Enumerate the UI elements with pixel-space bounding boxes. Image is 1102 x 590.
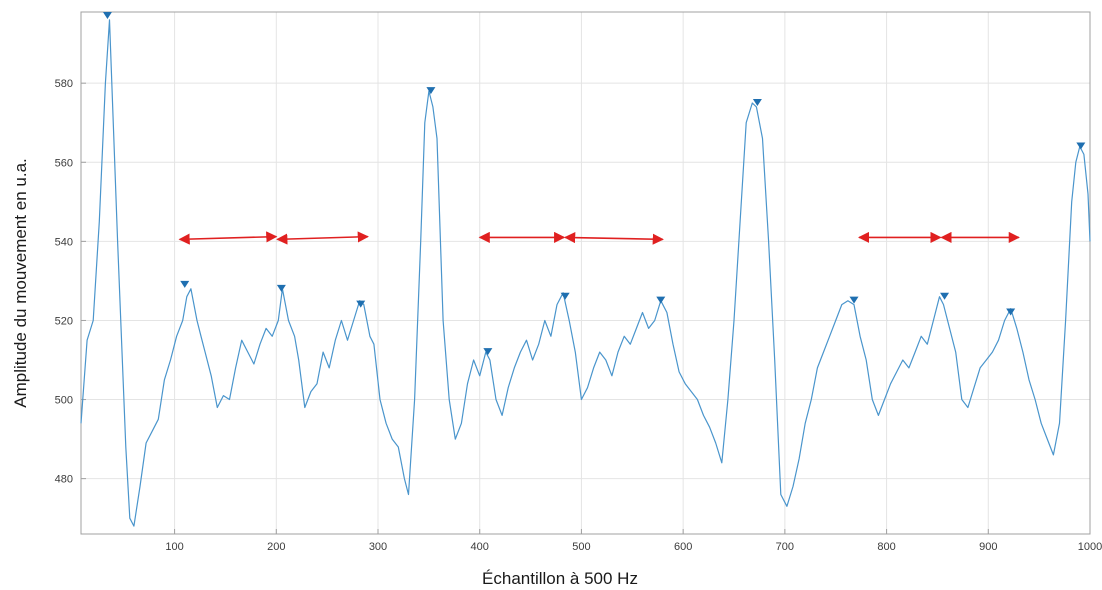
peak-marker xyxy=(276,284,286,292)
x-tick-label: 700 xyxy=(776,541,794,553)
x-tick-label: 200 xyxy=(267,541,285,553)
series-layer xyxy=(80,19,1091,527)
peak-marker xyxy=(849,296,859,304)
interval-arrow xyxy=(178,231,278,245)
peak-marker xyxy=(483,348,493,356)
peak-marker xyxy=(180,280,190,288)
y-tick-label: 480 xyxy=(55,474,73,486)
peak-markers xyxy=(102,11,1086,356)
y-tick-label: 560 xyxy=(55,157,73,169)
peak-marker xyxy=(102,11,112,19)
y-tick-label: 520 xyxy=(55,315,73,327)
x-tick-label: 1000 xyxy=(1078,541,1102,553)
x-tick-label: 600 xyxy=(674,541,692,553)
peak-marker xyxy=(1006,308,1016,316)
x-tick-label: 900 xyxy=(979,541,997,553)
y-tick-label: 540 xyxy=(55,236,73,248)
x-tick-label: 100 xyxy=(165,541,183,553)
axis-ticks: 100 200 300 400 500 600 700 800 900 1000 480 500 520… xyxy=(55,78,1102,553)
signal-series-line xyxy=(80,19,1091,527)
x-axis-label: Échantillon à 500 Hz xyxy=(482,569,638,588)
interval-arrows xyxy=(178,231,1020,245)
grid xyxy=(81,12,1091,534)
peak-marker xyxy=(656,296,666,304)
plot-area-frame xyxy=(80,11,1091,535)
y-tick-label: 500 xyxy=(55,395,73,407)
y-tick-label: 580 xyxy=(55,78,73,90)
peak-marker xyxy=(560,292,570,300)
x-tick-label: 400 xyxy=(471,541,489,553)
interval-arrow xyxy=(276,231,369,245)
peak-marker xyxy=(752,98,762,106)
y-axis-label: Amplitude du mouvement en u.a. xyxy=(11,158,30,407)
interval-arrow xyxy=(564,232,664,245)
x-tick-label: 500 xyxy=(572,541,590,553)
x-tick-label: 800 xyxy=(877,541,895,553)
x-tick-label: 300 xyxy=(369,541,387,553)
peak-marker xyxy=(940,292,950,300)
peak-marker xyxy=(356,300,366,308)
peak-marker xyxy=(1076,142,1086,150)
peak-marker xyxy=(426,87,436,95)
